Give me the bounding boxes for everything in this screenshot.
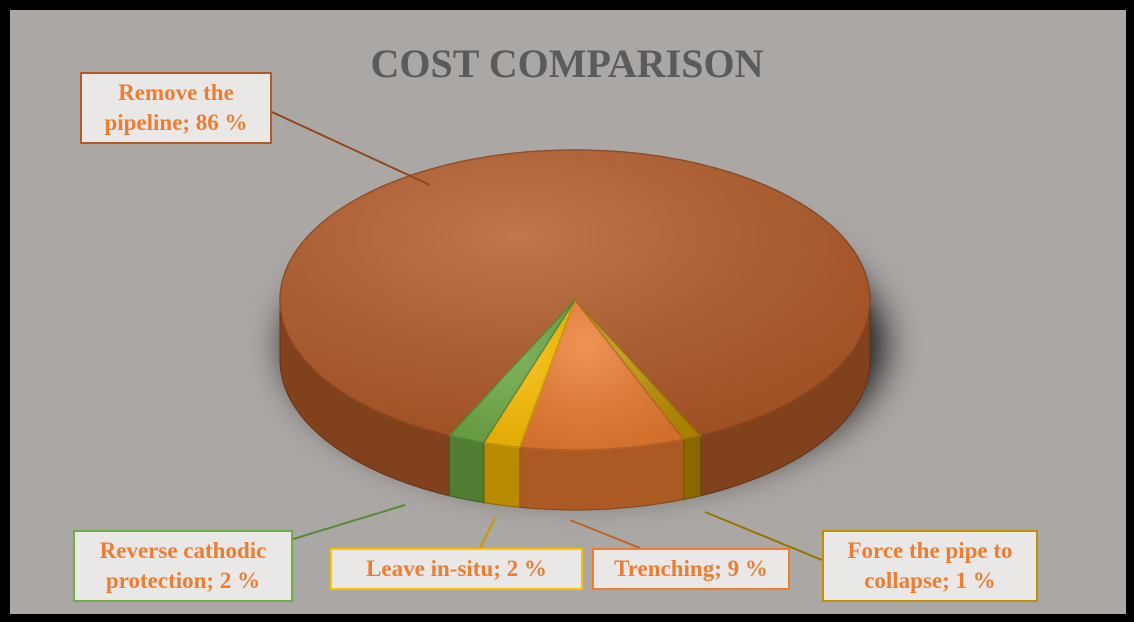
data-label: Remove the pipeline; 86 %: [80, 72, 272, 144]
leader-line: [569, 519, 641, 549]
slice-side: [448, 435, 485, 504]
pie-slice: [518, 298, 685, 511]
slice-side: [683, 435, 702, 501]
leader-line: [704, 511, 823, 561]
slice-shine: [449, 300, 575, 443]
data-label: Force the pipe to collapse; 1 %: [822, 530, 1038, 602]
leader-line: [289, 504, 406, 541]
leader-line: [479, 517, 496, 549]
leader-line: [271, 111, 431, 186]
slice-shine: [280, 150, 870, 436]
slice-side: [483, 442, 521, 508]
data-label: Leave in-situ; 2 %: [330, 548, 583, 590]
pie-slice: [279, 149, 871, 497]
chart-title: COST COMPARISON: [370, 41, 764, 86]
data-label: Reverse cathodic protection; 2 %: [73, 530, 293, 602]
data-label: Trenching; 9 %: [592, 548, 790, 590]
pie-slice: [447, 299, 576, 504]
slice-shine: [519, 300, 684, 450]
slice-shine: [575, 300, 701, 440]
